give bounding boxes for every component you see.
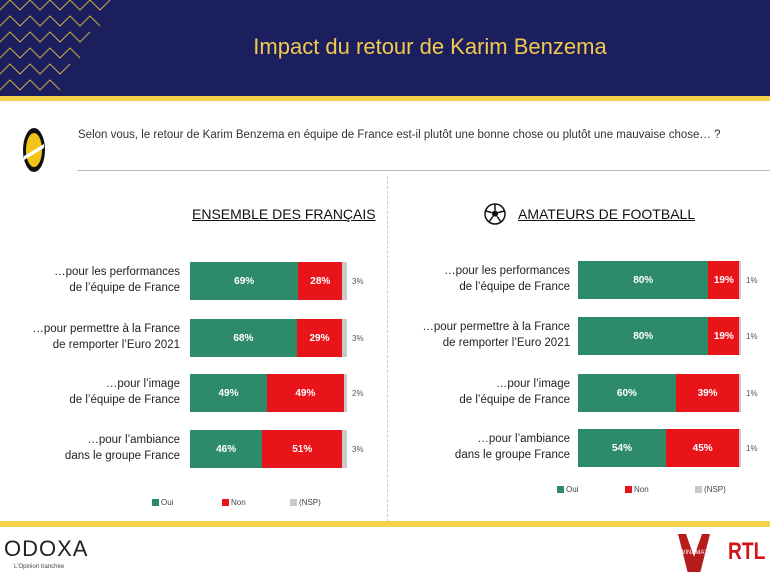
bar-nsp <box>739 261 741 299</box>
category-label-line: de l’équipe de France <box>459 281 570 293</box>
bar-non: 28% <box>298 262 343 300</box>
category-label-line: de remporter l’Euro 2021 <box>442 337 570 349</box>
nsp-data-label: 1% <box>746 276 758 285</box>
legend-swatch <box>625 486 632 493</box>
bar-non: 19% <box>708 317 740 355</box>
category-label-line: …pour l’ambiance <box>477 433 570 445</box>
bar-nsp <box>342 430 347 468</box>
nsp-data-label: 2% <box>352 389 364 398</box>
bar-oui: 54% <box>578 429 667 467</box>
chevron-pattern-decoration <box>0 0 111 91</box>
category-label: …pour l’ambiance dans le groupe France <box>0 432 180 464</box>
bar-oui: 69% <box>190 262 299 300</box>
category-label-line: dans le groupe France <box>454 449 570 461</box>
category-label: …pour l’ambiance dans le groupe France <box>380 431 570 463</box>
bar-oui: 46% <box>190 430 263 468</box>
category-label: …pour les performances de l’équipe de Fra… <box>380 263 570 295</box>
bar-nsp <box>739 374 741 412</box>
yellow-divider <box>0 96 770 101</box>
bar-non: 45% <box>666 429 740 467</box>
bar-oui: 80% <box>578 261 709 299</box>
category-label-line: …pour l’ambiance <box>87 434 180 446</box>
legend-item: (NSP) <box>695 485 726 494</box>
legend-item: Non <box>625 485 649 494</box>
yellow-divider-footer <box>0 521 770 527</box>
nsp-data-label: 3% <box>352 334 364 343</box>
category-label-line: …pour permettre à la France <box>32 323 180 335</box>
category-label-line: …pour permettre à la France <box>422 321 570 333</box>
bar-nsp <box>739 429 741 467</box>
category-label: …pour l’image de l’équipe de France <box>380 376 570 408</box>
nsp-data-label: 3% <box>352 277 364 286</box>
odoxa-question-icon <box>23 128 45 172</box>
chart-title-amateurs: AMATEURS DE FOOTBALL <box>518 206 696 222</box>
legend-label: Non <box>231 498 246 507</box>
bar-oui: 60% <box>578 374 676 412</box>
legend-label: Oui <box>161 498 174 507</box>
chart-title-ensemble: ENSEMBLE DES FRANÇAIS <box>192 206 376 222</box>
nsp-data-label: 3% <box>352 445 364 454</box>
category-label: …pour l’image de l’équipe de France <box>0 376 180 408</box>
legend-swatch <box>152 499 159 506</box>
question-underline <box>77 170 770 171</box>
page-title: Impact du retour de Karim Benzema <box>253 34 607 59</box>
survey-question: Selon vous, le retour de Karim Benzema e… <box>78 129 721 141</box>
category-label: …pour les performances de l’équipe de Fra… <box>0 264 180 296</box>
category-label: …pour permettre à la France de remporter … <box>380 319 570 351</box>
bar-non: 39% <box>675 374 740 412</box>
legend-item: Non <box>222 498 246 507</box>
bar-non: 29% <box>296 319 343 357</box>
category-label-line: …pour l’image <box>105 378 180 390</box>
nsp-data-label: 1% <box>746 389 758 398</box>
category-label-line: …pour les performances <box>54 266 180 278</box>
legend-item: (NSP) <box>290 498 321 507</box>
header-banner: Impact du retour de Karim Benzema <box>0 0 770 96</box>
legend-label: Oui <box>566 485 579 494</box>
category-label-line: dans le groupe France <box>64 450 180 462</box>
bar-non: 51% <box>262 430 343 468</box>
bar-oui: 80% <box>578 317 709 355</box>
chart-divider <box>387 176 388 522</box>
legend-item: Oui <box>152 498 173 507</box>
legend-swatch <box>222 499 229 506</box>
category-label: …pour permettre à la France de remporter … <box>0 321 180 353</box>
legend-label: (NSP) <box>299 498 321 507</box>
category-label-line: de remporter l’Euro 2021 <box>52 339 180 351</box>
legend-swatch <box>290 499 297 506</box>
legend-label: (NSP) <box>704 485 726 494</box>
legend-swatch <box>557 486 564 493</box>
category-label-line: …pour l’image <box>495 378 570 390</box>
odoxa-tagline: L'Opinion tranchée <box>14 564 65 570</box>
rtl-logo: RTL <box>728 538 766 565</box>
bar-non: 49% <box>266 374 344 412</box>
nsp-data-label: 1% <box>746 444 758 453</box>
bar-non: 19% <box>708 261 740 299</box>
bar-nsp <box>342 319 347 357</box>
nsp-data-label: 1% <box>746 332 758 341</box>
odoxa-logo: ODOXA <box>4 536 89 561</box>
category-label-line: de l’équipe de France <box>69 282 180 294</box>
bar-oui: 68% <box>190 319 297 357</box>
bar-nsp <box>342 262 347 300</box>
winamax-logo: WINAMAX <box>678 534 710 572</box>
category-label-line: de l’équipe de France <box>459 394 570 406</box>
football-icon <box>484 203 506 225</box>
category-label-line: …pour les performances <box>444 265 570 277</box>
legend-swatch <box>695 486 702 493</box>
category-label-line: de l’équipe de France <box>69 394 180 406</box>
legend-label: Non <box>634 485 649 494</box>
bar-oui: 49% <box>190 374 267 412</box>
bar-nsp <box>739 317 741 355</box>
bar-nsp <box>343 374 347 412</box>
legend-item: Oui <box>557 485 578 494</box>
